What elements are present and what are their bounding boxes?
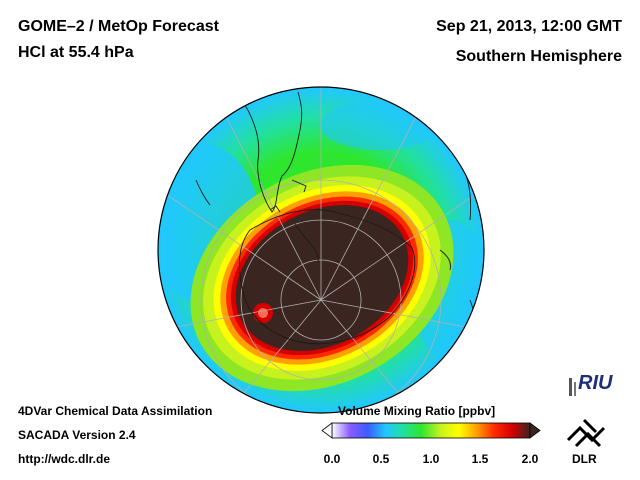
footer-method: 4DVar Chemical Data Assimilation <box>18 404 213 418</box>
footer-url: http://wdc.dlr.de <box>18 452 110 466</box>
colorbar-gradient <box>331 422 531 439</box>
dlr-logo <box>566 418 606 448</box>
colorbar-tick: 2.0 <box>521 452 539 466</box>
forecast-date: Sep 21, 2013, 12:00 GMT <box>436 18 622 35</box>
colorbar-tick: 0.5 <box>372 452 390 466</box>
hemisphere-label: Southern Hemisphere <box>455 48 622 65</box>
footer-version: SACADA Version 2.4 <box>18 428 136 442</box>
colorbar-max-arrow <box>529 422 541 439</box>
map-title: GOME–2 / MetOp Forecast <box>18 18 219 35</box>
colorbar-tick: 1.0 <box>422 452 440 466</box>
colorbar-tick: 1.5 <box>471 452 489 466</box>
hcl-field <box>158 87 484 413</box>
colorbar-title: Volume Mixing Ratio [ppbv] <box>338 404 496 418</box>
colorbar-tick: 0.0 <box>323 452 341 466</box>
riu-logo <box>569 378 576 396</box>
colorbar-min-arrow <box>321 422 333 439</box>
riu-logo-text: RIU <box>578 372 613 394</box>
globe-outline <box>157 86 485 414</box>
graticule <box>159 87 483 413</box>
map-subtitle: HCl at 55.4 hPa <box>18 44 134 61</box>
dlr-logo-text: DLR <box>572 452 597 466</box>
colorbar <box>321 422 541 439</box>
